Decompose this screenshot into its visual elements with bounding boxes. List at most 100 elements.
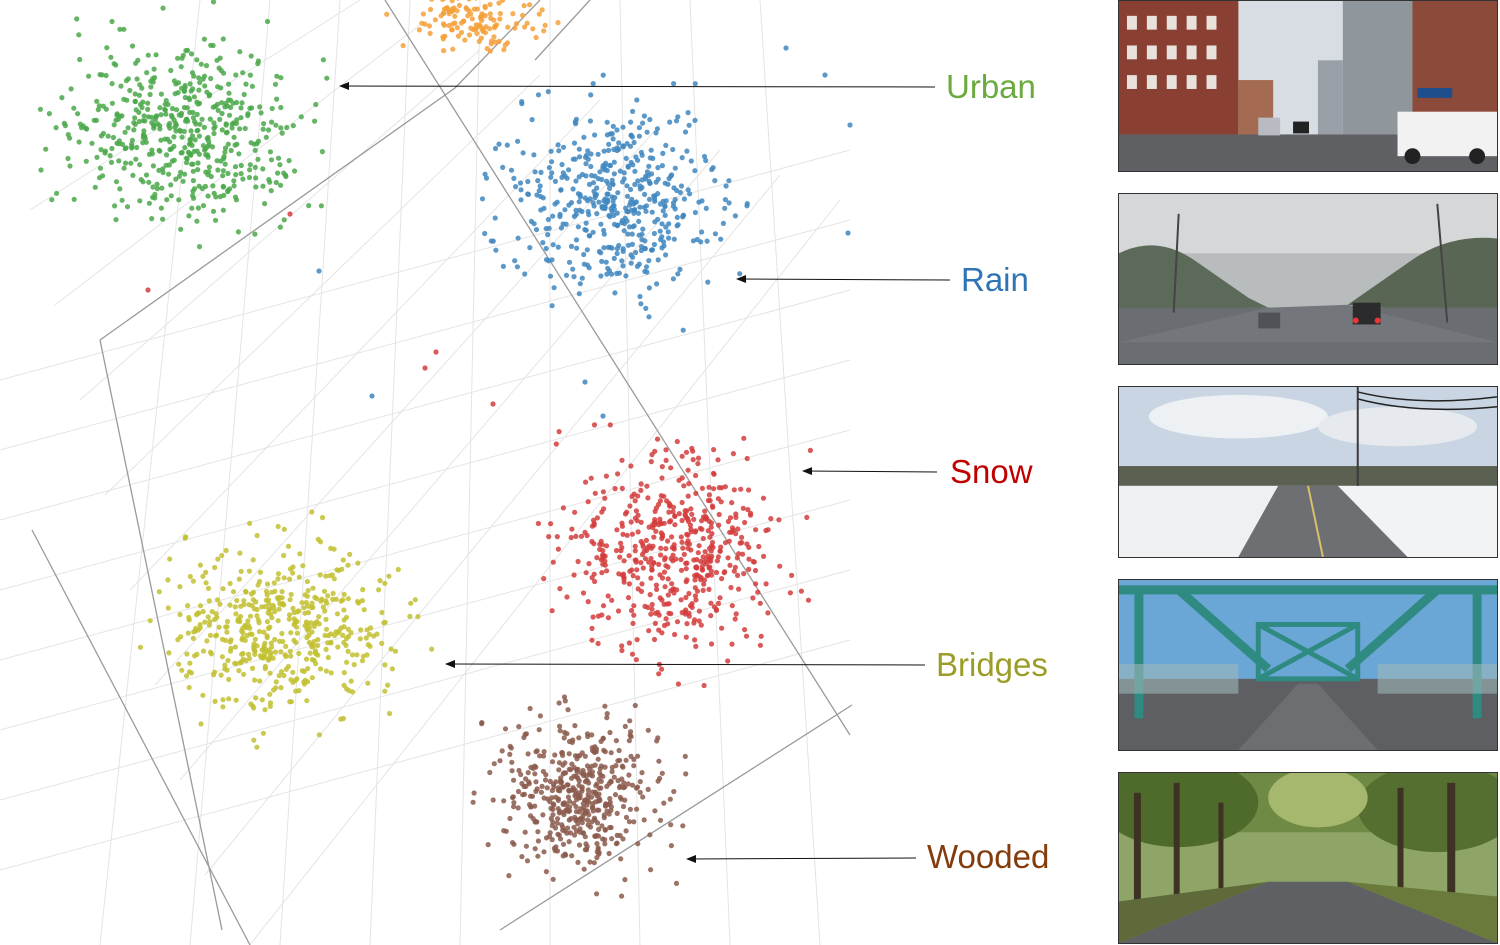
data-point (328, 639, 334, 645)
data-point (292, 677, 298, 684)
data-point (566, 259, 573, 265)
data-point (257, 678, 263, 684)
data-point (689, 601, 695, 607)
data-point (273, 179, 279, 186)
data-point (287, 699, 293, 705)
data-point (572, 723, 578, 729)
data-point (281, 526, 287, 532)
data-point (202, 83, 208, 89)
data-point (154, 186, 160, 192)
data-point (567, 798, 573, 804)
data-point (555, 20, 561, 26)
data-point (607, 131, 614, 137)
data-point (275, 170, 281, 176)
data-point (537, 713, 544, 719)
data-point (382, 662, 388, 668)
grid-line (29, 0, 361, 211)
data-point (673, 880, 680, 887)
data-point (317, 666, 324, 672)
annotation-urban: Urban (946, 68, 1036, 105)
data-point (463, 5, 469, 11)
arrow-rain (736, 275, 951, 284)
data-point (739, 534, 745, 541)
data-point (607, 729, 613, 736)
data-point (203, 569, 209, 576)
data-point (455, 33, 462, 39)
data-point (748, 510, 754, 516)
data-point (301, 681, 308, 687)
data-point (99, 72, 105, 78)
data-point (672, 513, 678, 519)
data-point (700, 535, 706, 542)
data-point (560, 784, 566, 790)
data-point (150, 184, 156, 190)
data-point (742, 519, 748, 526)
data-point (540, 753, 547, 759)
data-point (549, 608, 555, 614)
data-point (708, 524, 714, 530)
data-point (583, 152, 590, 158)
data-point (552, 178, 559, 184)
data-point (655, 165, 661, 171)
data-point (585, 817, 591, 823)
data-point (653, 130, 659, 136)
data-point (646, 314, 652, 320)
data-point (717, 548, 723, 554)
data-point (220, 168, 226, 174)
data-point (250, 557, 256, 563)
data-point (219, 636, 226, 643)
data-point (212, 123, 218, 130)
data-point (642, 246, 648, 252)
data-point (245, 651, 252, 657)
data-point (644, 129, 650, 135)
data-point (312, 118, 318, 124)
data-point (351, 662, 357, 668)
data-point (515, 788, 522, 795)
data-point (629, 493, 635, 500)
data-point (704, 238, 710, 244)
data-point (240, 176, 246, 182)
data-point (595, 846, 601, 853)
data-point (256, 628, 262, 635)
data-point (184, 116, 190, 122)
data-point (273, 122, 279, 128)
data-point (551, 845, 558, 852)
data-point (620, 764, 626, 770)
data-point (212, 616, 218, 623)
data-point (483, 24, 489, 30)
data-point (699, 485, 706, 491)
data-point (583, 479, 589, 485)
data-point (563, 272, 570, 278)
data-point (309, 657, 315, 663)
data-point (190, 168, 196, 174)
data-point (458, 29, 465, 36)
forest-road-icon (1119, 773, 1497, 943)
data-point (711, 447, 717, 453)
data-point (620, 836, 626, 842)
data-point (210, 0, 217, 5)
data-point (305, 588, 311, 594)
data-point (602, 826, 608, 833)
data-point (476, 38, 482, 45)
data-point (136, 109, 142, 115)
data-point (668, 173, 674, 179)
data-point (212, 698, 218, 705)
data-point (171, 117, 177, 123)
data-point (316, 614, 322, 620)
data-point (627, 806, 634, 812)
data-point (184, 105, 190, 111)
data-point (562, 207, 568, 213)
data-point (222, 662, 228, 668)
data-point (233, 661, 239, 667)
data-point (262, 201, 268, 207)
data-point (635, 210, 642, 216)
data-point (687, 191, 693, 197)
data-point (656, 627, 662, 633)
data-point (485, 842, 491, 848)
data-point (168, 67, 174, 74)
data-point (185, 630, 191, 636)
data-point (222, 104, 228, 110)
data-point (359, 658, 366, 664)
data-point (287, 648, 293, 654)
data-point (179, 55, 185, 61)
